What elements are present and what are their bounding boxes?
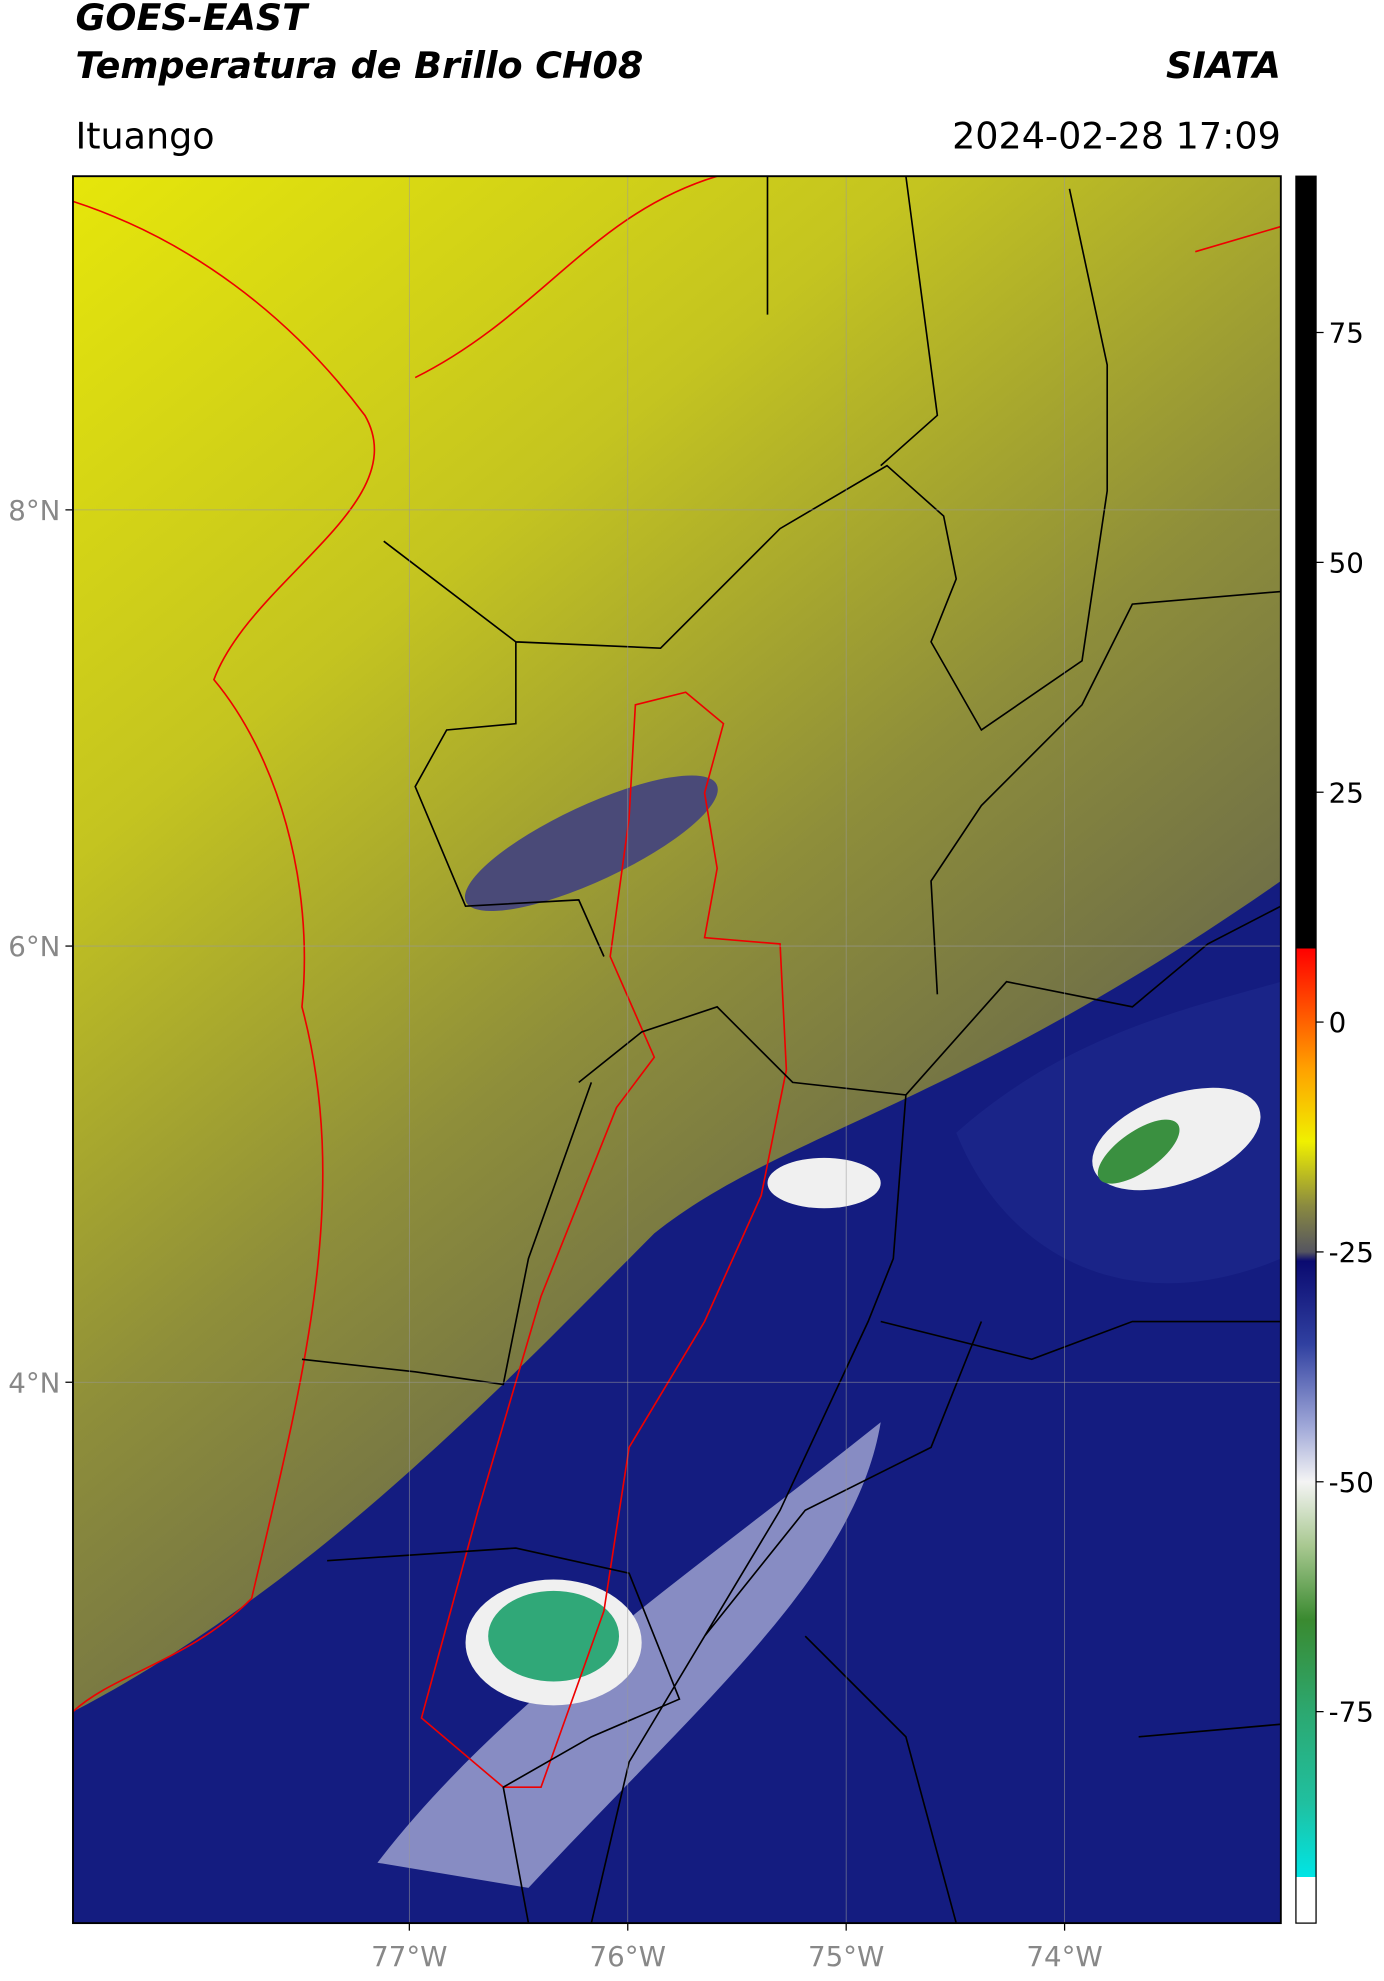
title-line2: Temperatura de Brillo CH08 xyxy=(75,44,643,87)
cold-cloud xyxy=(767,1157,881,1209)
timestamp: 2024-02-28 17:09 xyxy=(952,115,1281,158)
colorbar-tick-label: -25 xyxy=(1329,1236,1374,1269)
lon-tick-label: 74°W xyxy=(1026,1940,1102,1973)
coastline xyxy=(72,200,376,1713)
lat-tick-label: 4°N xyxy=(8,1366,60,1399)
colorbar-tick-label: -50 xyxy=(1329,1466,1374,1499)
admin-border xyxy=(301,905,1281,1924)
cold-core xyxy=(1097,1119,1180,1184)
cloud-region xyxy=(464,775,718,912)
colorbar-tick-label: 0 xyxy=(1329,1006,1347,1039)
graticule xyxy=(72,176,1281,1924)
map-frame xyxy=(72,175,1282,1925)
ituango-region xyxy=(420,691,788,1788)
lat-tick-label: 8°N xyxy=(8,494,60,527)
colorbar-tick-label: 75 xyxy=(1329,317,1364,350)
admin-border xyxy=(383,176,1281,995)
map xyxy=(72,176,1281,1924)
coastline xyxy=(414,176,1281,379)
title-line1: GOES-EAST xyxy=(75,0,310,39)
org: SIATA xyxy=(1166,44,1281,87)
region: Ituango xyxy=(75,115,214,158)
lon-tick-label: 75°W xyxy=(808,1940,884,1973)
cold-core xyxy=(488,1590,620,1682)
colorbar-tick-label: 25 xyxy=(1329,776,1364,809)
colorbar xyxy=(1295,175,1317,1924)
lat-tick-label: 6°N xyxy=(8,930,60,963)
colorbar-tick-label: -75 xyxy=(1329,1696,1374,1729)
colorbar-tick-label: 50 xyxy=(1329,546,1364,579)
lon-tick-label: 77°W xyxy=(371,1940,447,1973)
lon-tick-label: 76°W xyxy=(590,1940,666,1973)
